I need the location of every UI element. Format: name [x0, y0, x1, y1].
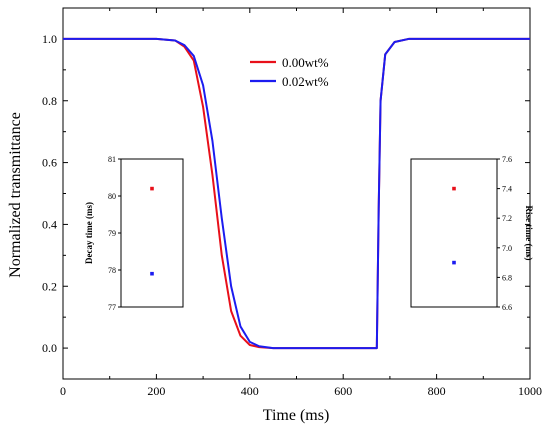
decay-tick-label: 81: [108, 155, 116, 164]
rise-tick-label: 7.4: [502, 185, 512, 194]
x-tick-label: 1000: [518, 384, 542, 398]
series-line-1: [63, 37, 530, 350]
main-axis-ticks: 0 200 400 600 800 1000 0.0 0.2 0.4 0.6 0.8 1.0: [42, 8, 542, 398]
x-tick-label: 200: [147, 384, 165, 398]
decay-tick-label: 79: [108, 229, 116, 238]
rise-point-0: [452, 186, 456, 191]
y-tick-label: 0.4: [42, 217, 57, 231]
decay-inset-points: [150, 186, 154, 276]
rise-tick-label: 7.6: [502, 155, 512, 164]
decay-point-1: [150, 271, 154, 276]
rise-inset-points: [452, 186, 456, 265]
x-tick-label: 600: [334, 384, 352, 398]
decay-inset-y-title: Decay time (ms): [84, 202, 94, 264]
legend: 0.00wt% 0.02wt%: [250, 55, 329, 89]
decay-tick-label: 80: [108, 192, 116, 201]
rise-tick-label: 6.8: [502, 273, 512, 282]
decay-time-inset: 77 78 79 80 81 Decay time (ms): [84, 155, 184, 312]
rise-tick-label: 7.0: [502, 244, 512, 253]
rise-inset-ticks: 6.6 6.8 7.0 7.2 7.4 7.6: [497, 155, 512, 312]
y-tick-label: 0.6: [42, 156, 57, 170]
y-axis-title: Normalized transmittance: [7, 112, 24, 278]
rise-tick-label: 7.2: [502, 214, 512, 223]
decay-tick-label: 77: [108, 303, 116, 312]
rise-time-inset: 6.6 6.8 7.0 7.2 7.4 7.6 Rise time (ms): [410, 155, 534, 312]
x-axis-title: Time (ms): [263, 407, 330, 424]
y-tick-label: 1.0: [42, 32, 57, 46]
y-tick-label: 0.0: [42, 341, 57, 355]
x-tick-label: 800: [428, 384, 446, 398]
rise-tick-label: 6.6: [502, 303, 512, 312]
legend-label-series-0: 0.00wt%: [282, 55, 329, 70]
y-tick-label: 0.8: [42, 94, 57, 108]
x-tick-label: 0: [60, 384, 66, 398]
legend-label-series-1: 0.02wt%: [282, 74, 329, 89]
rise-inset-y-title: Rise time (ms): [524, 206, 534, 261]
x-tick-label: 400: [241, 384, 259, 398]
y-tick-label: 0.2: [42, 279, 57, 293]
rise-point-1: [452, 260, 456, 265]
decay-inset-frame: [120, 158, 184, 308]
decay-inset-ticks: 77 78 79 80 81: [108, 155, 121, 312]
rise-inset-frame: [410, 158, 498, 308]
main-series-lines: [63, 37, 530, 350]
decay-point-0: [150, 186, 154, 191]
decay-tick-label: 78: [108, 266, 116, 275]
